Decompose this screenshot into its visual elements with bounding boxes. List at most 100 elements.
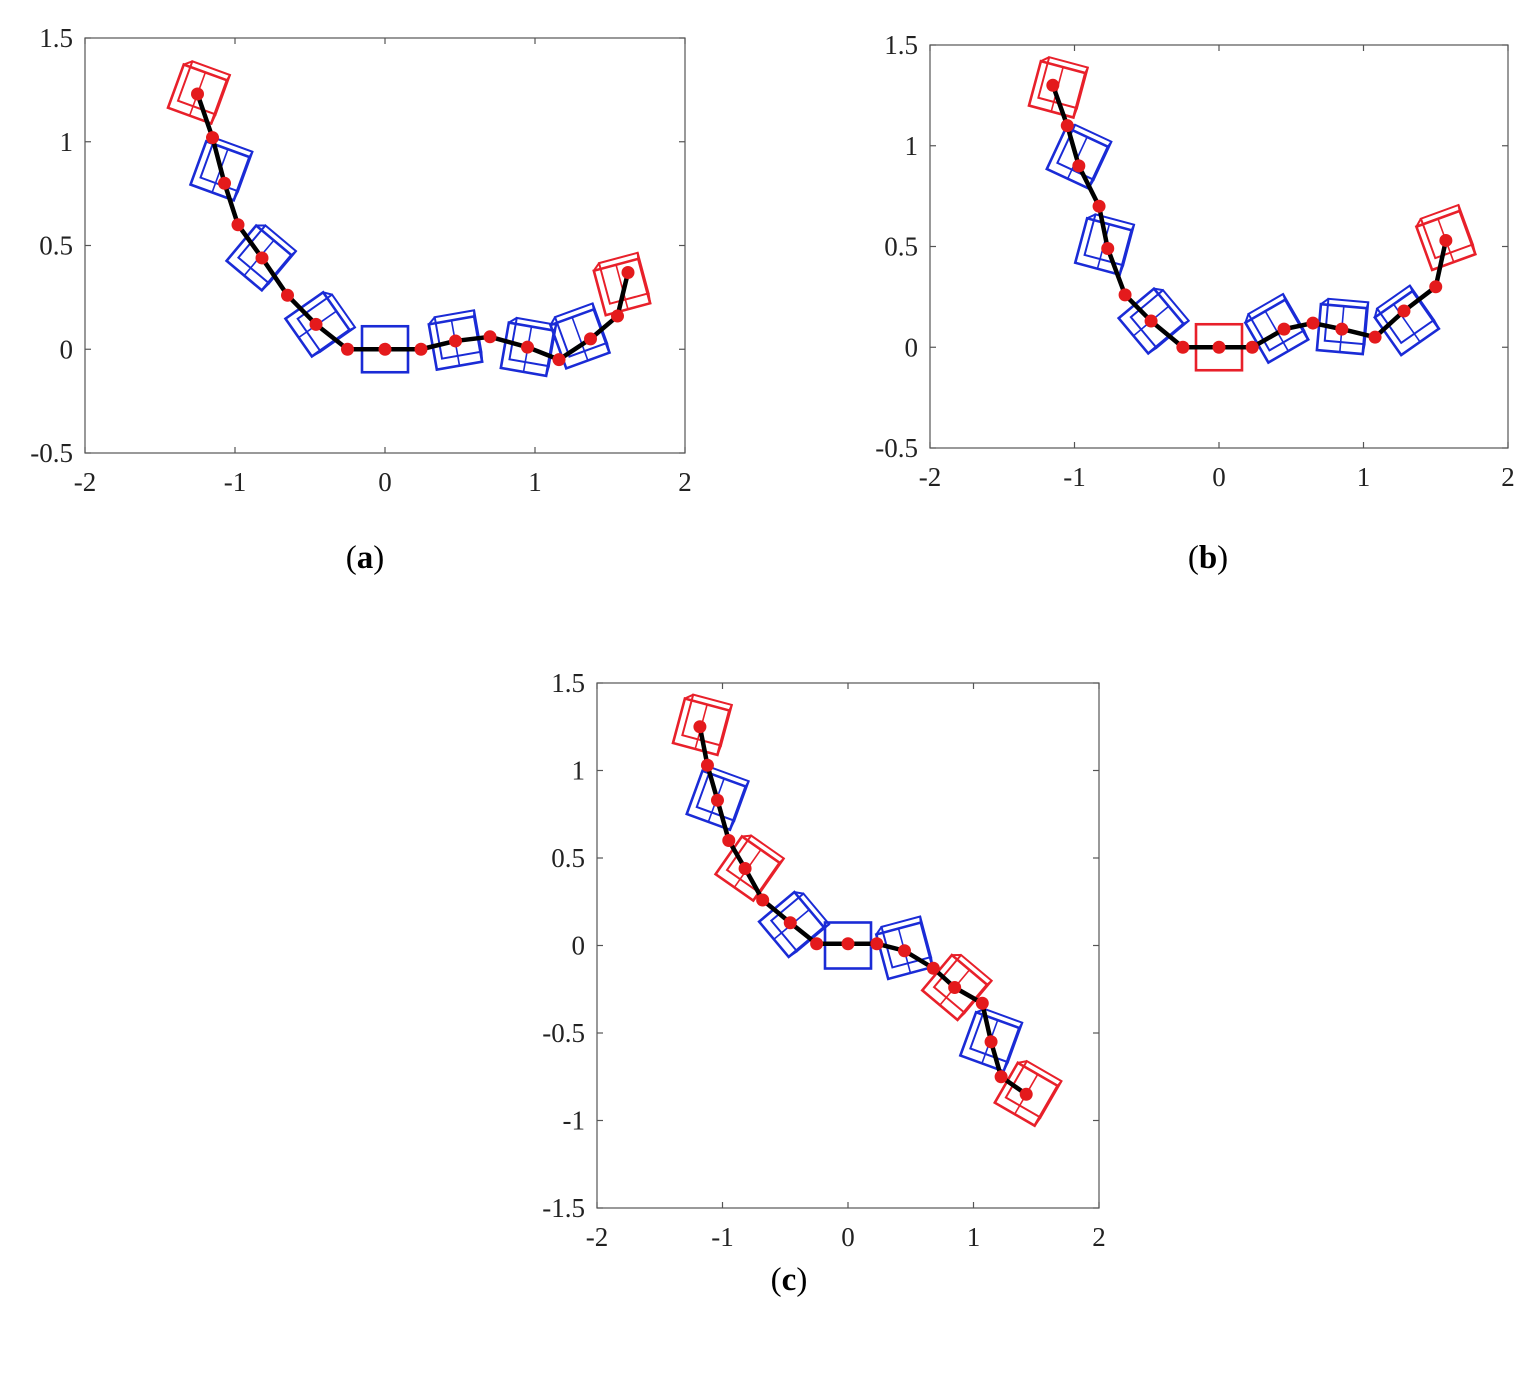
module-back-face	[695, 766, 750, 822]
y-tick-label: 0.5	[39, 231, 73, 261]
y-tick-label: -1.5	[542, 1193, 585, 1223]
module-edge	[1153, 287, 1164, 292]
module-edge	[1130, 224, 1135, 231]
joint-point	[378, 342, 392, 356]
module-edge	[1017, 1060, 1028, 1064]
module-red	[713, 834, 786, 903]
module-edge	[508, 317, 518, 324]
module-back-face	[1129, 288, 1191, 350]
module-edge	[1303, 329, 1310, 340]
module-edge	[545, 365, 550, 377]
module-back-face	[553, 302, 609, 358]
module-edge	[606, 342, 611, 353]
module-back-face	[1247, 292, 1306, 352]
joint-point	[1429, 280, 1443, 294]
module-edge	[1361, 343, 1366, 355]
module-back-face	[508, 316, 558, 368]
module-blue	[958, 1007, 1024, 1073]
module-edge	[951, 954, 962, 957]
module-back-face	[1056, 123, 1113, 182]
joint-point	[994, 1070, 1008, 1084]
joint-point	[984, 1035, 998, 1049]
plot-frame	[84, 37, 686, 454]
module-edge	[232, 190, 240, 201]
module-edge	[256, 224, 266, 227]
joint-point	[255, 251, 269, 265]
chart-panel-a: -2 -1 0 1 2 -0.5 0 0.5 1 1.5 (a)	[30, 23, 692, 576]
y-tick-label: -0.5	[542, 1018, 585, 1048]
module-edge	[919, 916, 922, 923]
y-tick-label: 1	[60, 127, 74, 157]
joint-point	[897, 944, 911, 958]
joint-point	[1101, 242, 1115, 256]
module-edge	[261, 282, 270, 292]
module-edge	[1086, 213, 1096, 220]
joint-point	[738, 862, 752, 875]
module-edge	[716, 745, 722, 756]
module-edge	[248, 151, 254, 158]
module-edge	[349, 326, 356, 331]
module-edge	[311, 350, 322, 358]
y-tick-label: -0.5	[30, 438, 73, 468]
joint-point	[1368, 330, 1382, 344]
module-edge	[290, 250, 297, 256]
joint-point	[870, 937, 884, 951]
y-tick-label: 0.5	[551, 843, 585, 873]
joint-point	[1060, 119, 1074, 133]
module-mid-line	[571, 316, 589, 361]
module-back-face	[597, 251, 650, 305]
module-edge	[1365, 302, 1370, 309]
x-tick-label: 2	[678, 467, 692, 497]
module-edge	[473, 310, 476, 317]
joint-point	[783, 916, 797, 930]
x-tick-label: 1	[1357, 462, 1371, 492]
joint-point	[309, 317, 323, 331]
module-edge	[549, 316, 556, 326]
module-edge	[1373, 308, 1379, 318]
module-edge	[1471, 244, 1477, 255]
joint-point	[414, 342, 428, 356]
module-edge	[636, 252, 640, 259]
module-blue	[499, 316, 558, 378]
x-tick-label: -1	[1063, 462, 1086, 492]
y-tick-label: 1	[905, 131, 919, 161]
module-outline	[1315, 302, 1369, 356]
module-blue	[1373, 284, 1441, 357]
panel-label-a: (a)	[346, 540, 385, 576]
module-edge	[1072, 107, 1078, 118]
module-edge	[480, 351, 484, 362]
plot-frame	[929, 44, 1509, 449]
module-edge	[741, 834, 752, 838]
module-edge	[778, 857, 785, 864]
joint-point	[1306, 316, 1320, 330]
joint-point	[710, 793, 724, 807]
module-back-face	[433, 309, 483, 360]
module-edge	[593, 262, 600, 272]
module-edge	[647, 293, 652, 304]
joint-point	[231, 218, 245, 232]
module-edge	[1107, 141, 1113, 148]
joint-point	[700, 758, 714, 772]
x-tick-label: -1	[711, 1222, 734, 1252]
module-edge	[956, 1012, 966, 1021]
module-edge	[875, 926, 883, 936]
module-edge	[553, 324, 558, 331]
y-tick-label: -0.5	[875, 433, 918, 463]
x-tick-label: 0	[841, 1222, 855, 1252]
joint-point	[1019, 1087, 1033, 1101]
y-tick-label: 0.5	[884, 232, 918, 262]
y-tick-label: 1.5	[551, 668, 585, 698]
y-tick-label: 0	[905, 332, 919, 362]
joint-point	[521, 340, 534, 354]
module-edge	[591, 303, 595, 310]
joint-point	[1397, 304, 1411, 318]
y-tick-label: 0	[60, 334, 74, 364]
panel-label-b: (b)	[1188, 540, 1228, 576]
module-back-face	[1083, 213, 1136, 267]
joint-point	[218, 176, 231, 190]
joint-point	[1046, 78, 1060, 92]
module-edge	[729, 820, 736, 831]
x-tick-label: -1	[224, 467, 247, 497]
joint-point	[552, 353, 566, 367]
